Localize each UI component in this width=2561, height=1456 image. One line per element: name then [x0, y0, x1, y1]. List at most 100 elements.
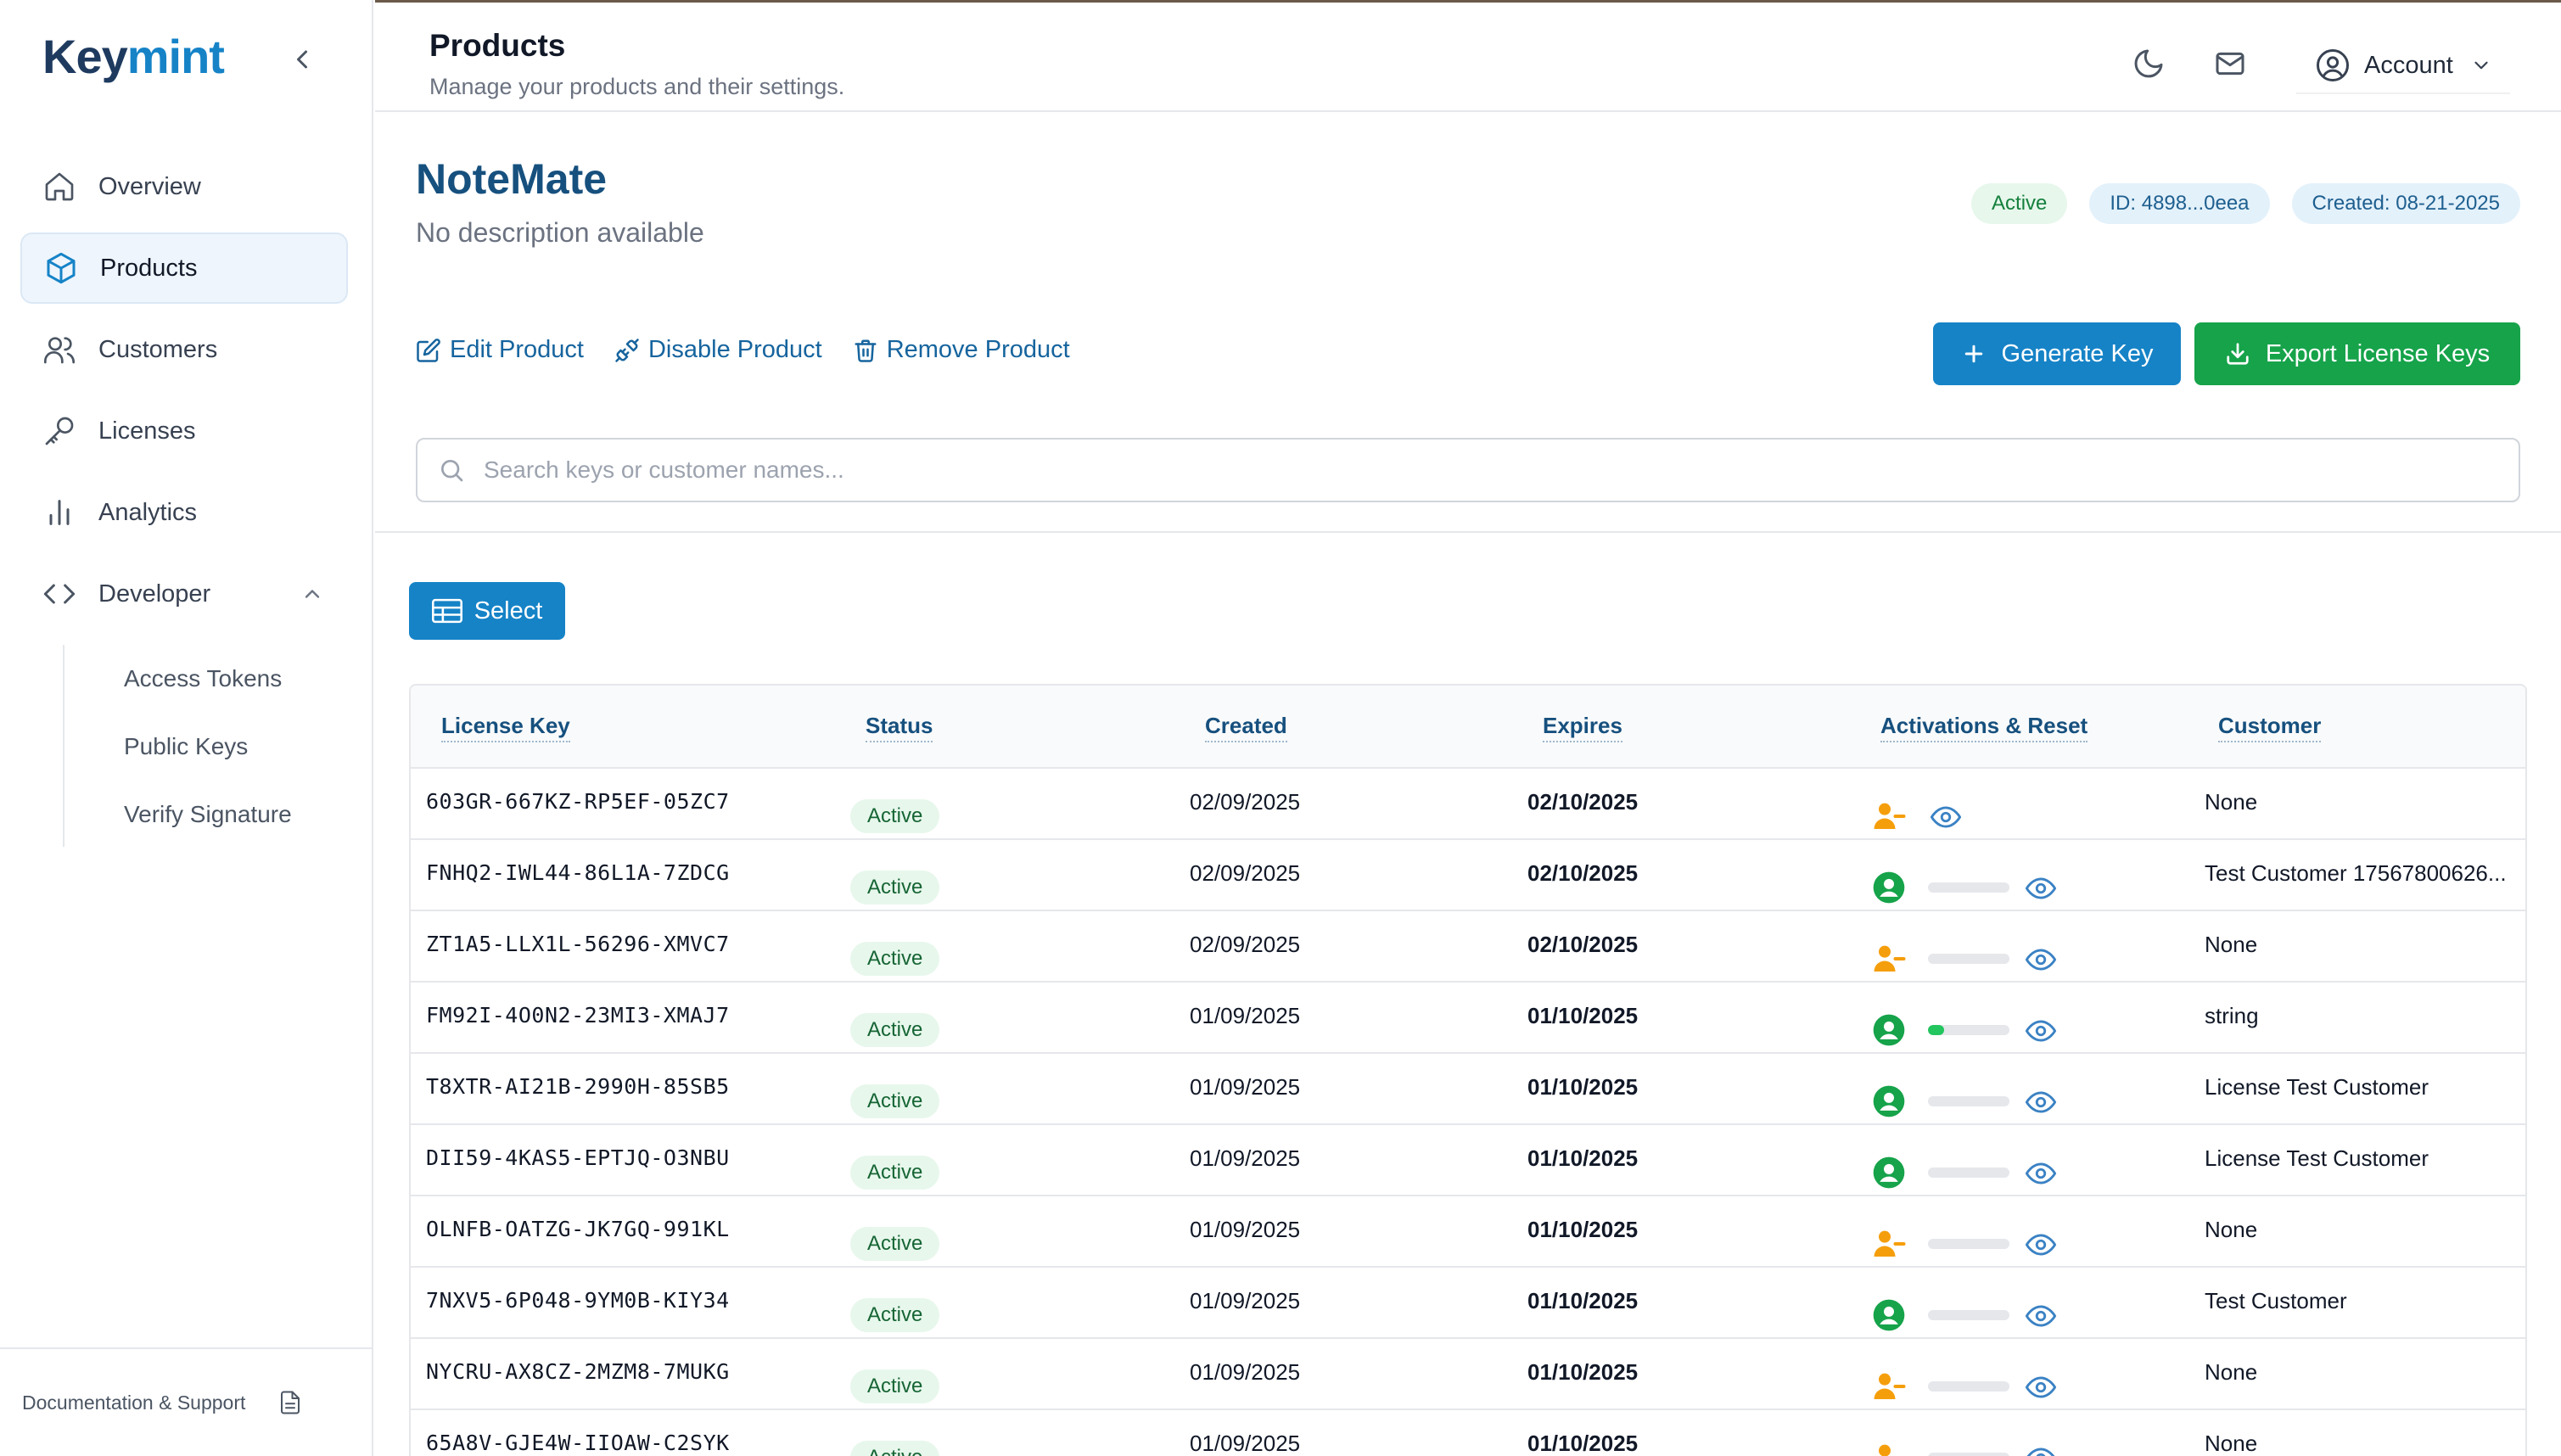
eye-icon[interactable] — [2025, 1442, 2057, 1456]
edit-product-button[interactable]: Edit Product — [416, 336, 584, 364]
eye-icon[interactable] — [2025, 1371, 2057, 1403]
table-row[interactable]: 603GR-667KZ-RP5EF-05ZC7 Active 02/09/2025 0… — [411, 769, 2525, 840]
eye-icon[interactable] — [2025, 1300, 2057, 1332]
edit-product-label: Edit Product — [450, 336, 584, 363]
user-assigned-icon[interactable] — [1872, 1156, 1906, 1190]
sidebar-item-label: Products — [100, 254, 198, 282]
user-assigned-icon[interactable] — [1872, 1084, 1906, 1118]
expires-cell: 01/10/2025 — [1527, 1359, 1639, 1385]
eye-icon[interactable] — [2025, 1157, 2057, 1190]
eye-icon[interactable] — [1930, 801, 1962, 833]
documentation-support-link[interactable]: Documentation & Support — [0, 1347, 373, 1456]
table-row[interactable]: ZT1A5-LLX1L-56296-XMVC7 Active 02/09/2025 0… — [411, 911, 2525, 983]
user-assigned-icon[interactable] — [1872, 1298, 1906, 1332]
created-cell: 01/09/2025 — [1190, 1145, 1301, 1171]
table-row[interactable]: T8XTR-AI21B-2990H-85SB5 Active 01/09/2025 0… — [411, 1054, 2525, 1125]
customer-cell: License Test Customer — [2205, 1074, 2429, 1100]
license-key-cell[interactable]: ZT1A5-LLX1L-56296-XMVC7 — [426, 932, 730, 956]
license-key-cell[interactable]: 7NXV5-6P048-9YM0B-KIY34 — [426, 1288, 730, 1313]
license-key-cell[interactable]: OLNFB-OATZG-JK7GQ-991KL — [426, 1217, 730, 1241]
column-header-status[interactable]: Status — [866, 713, 933, 742]
sidebar-subitem-access-tokens[interactable]: Access Tokens — [124, 665, 283, 692]
moon-icon[interactable] — [2132, 47, 2166, 81]
product-name: NoteMate — [416, 155, 608, 203]
top-header: Products Manage your products and their … — [375, 0, 2561, 112]
column-header-customer[interactable]: Customer — [2218, 713, 2322, 742]
license-key-cell[interactable]: DII59-4KAS5-EPTJQ-O3NBU — [426, 1145, 730, 1170]
activation-progress-fill — [1928, 1025, 1945, 1035]
created-cell: 02/09/2025 — [1190, 932, 1301, 957]
status-badge: Active — [850, 799, 940, 833]
sidebar-item-label: Overview — [98, 172, 201, 200]
column-header-created[interactable]: Created — [1205, 713, 1287, 742]
sidebar-item-overview[interactable]: Overview — [20, 151, 348, 222]
page-title: Products — [429, 28, 566, 63]
created-cell: 02/09/2025 — [1190, 860, 1301, 886]
mail-icon[interactable] — [2213, 47, 2247, 81]
user-unassigned-icon[interactable] — [1872, 942, 1906, 976]
search-input[interactable]: Search keys or customer names... — [416, 438, 2520, 502]
user-unassigned-icon[interactable] — [1872, 1227, 1906, 1261]
table-row[interactable]: FM92I-4O0N2-23MI3-XMAJ7 Active 01/09/2025 0… — [411, 983, 2525, 1054]
remove-product-button[interactable]: Remove Product — [853, 336, 1070, 364]
activation-progress-bar — [1928, 1096, 2009, 1106]
activation-progress-bar — [1928, 954, 2009, 964]
remove-product-label: Remove Product — [886, 336, 1070, 363]
account-menu[interactable]: Account — [2296, 38, 2510, 94]
collapse-sidebar-icon[interactable] — [287, 41, 317, 78]
section-divider — [375, 531, 2561, 533]
sidebar-item-products[interactable]: Products — [20, 232, 348, 304]
sidebar-item-customers[interactable]: Customers — [20, 314, 348, 385]
expires-cell: 01/10/2025 — [1527, 1074, 1639, 1100]
created-date-badge: Created: 08-21-2025 — [2291, 183, 2520, 224]
eye-icon[interactable] — [2025, 944, 2057, 976]
license-key-cell[interactable]: 65A8V-GJE4W-IIOAW-C2SYK — [426, 1431, 730, 1455]
sidebar-subitem-verify-signature[interactable]: Verify Signature — [124, 801, 292, 827]
user-assigned-icon[interactable] — [1872, 871, 1906, 904]
table-row[interactable]: 7NXV5-6P048-9YM0B-KIY34 Active 01/09/2025 0… — [411, 1268, 2525, 1339]
sidebar-subitem-public-keys[interactable]: Public Keys — [124, 733, 249, 759]
user-assigned-icon[interactable] — [1872, 1013, 1906, 1047]
customer-cell: Test Customer 17567800626... — [2205, 860, 2507, 886]
export-license-keys-button[interactable]: Export License Keys — [2194, 322, 2520, 385]
table-body: 603GR-667KZ-RP5EF-05ZC7 Active 02/09/2025 0… — [411, 769, 2525, 1456]
eye-icon[interactable] — [2025, 1086, 2057, 1118]
table-row[interactable]: NYCRU-AX8CZ-2MZM8-7MUKG Active 01/09/2025 0… — [411, 1339, 2525, 1410]
license-key-cell[interactable]: FM92I-4O0N2-23MI3-XMAJ7 — [426, 1003, 730, 1028]
expires-cell: 01/10/2025 — [1527, 1217, 1639, 1242]
sidebar-item-licenses[interactable]: Licenses — [20, 395, 348, 467]
generate-key-button[interactable]: Generate Key — [1933, 322, 2181, 385]
table-row[interactable]: DII59-4KAS5-EPTJQ-O3NBU Active 01/09/2025 0… — [411, 1125, 2525, 1196]
edit-icon — [417, 338, 440, 362]
generate-key-label: Generate Key — [2001, 339, 2154, 367]
license-key-cell[interactable]: FNHQ2-IWL44-86L1A-7ZDCG — [426, 860, 730, 885]
sidebar-item-analytics[interactable]: Analytics — [20, 477, 348, 548]
sidebar-item-developer[interactable]: Developer — [20, 558, 348, 630]
user-unassigned-icon[interactable] — [1872, 1441, 1906, 1456]
disable-product-label: Disable Product — [647, 336, 822, 363]
table-row[interactable]: FNHQ2-IWL44-86L1A-7ZDCG Active 02/09/2025 0… — [411, 840, 2525, 911]
column-header-license-key[interactable]: License Key — [441, 713, 570, 742]
column-header-expires[interactable]: Expires — [1543, 713, 1622, 742]
table-header: License Key Status Created Expires Activ… — [411, 686, 2525, 769]
activation-progress-bar — [1928, 1239, 2009, 1249]
license-key-cell[interactable]: NYCRU-AX8CZ-2MZM8-7MUKG — [426, 1359, 730, 1384]
table-row[interactable]: OLNFB-OATZG-JK7GQ-991KL Active 01/09/2025 0… — [411, 1196, 2525, 1268]
table-row[interactable]: 65A8V-GJE4W-IIOAW-C2SYK Active 01/09/2025 0… — [411, 1410, 2525, 1456]
user-unassigned-icon[interactable] — [1872, 1369, 1906, 1403]
disable-product-button[interactable]: Disable Product — [614, 336, 822, 364]
chevron-up-icon[interactable] — [300, 582, 324, 606]
box-icon — [47, 252, 76, 284]
column-header-activations[interactable]: Activations & Reset — [1880, 713, 2088, 742]
license-key-cell[interactable]: 603GR-667KZ-RP5EF-05ZC7 — [426, 789, 730, 814]
status-badge: Active — [850, 871, 940, 904]
sidebar-item-label: Licenses — [98, 417, 196, 445]
eye-icon[interactable] — [2025, 1015, 2057, 1047]
select-button[interactable]: Select — [409, 582, 565, 640]
customer-cell: None — [2205, 1431, 2258, 1456]
license-key-cell[interactable]: T8XTR-AI21B-2990H-85SB5 — [426, 1074, 730, 1099]
eye-icon[interactable] — [2025, 872, 2057, 904]
eye-icon[interactable] — [2025, 1229, 2057, 1261]
user-unassigned-icon[interactable] — [1872, 799, 1906, 833]
logo[interactable]: Keymint — [42, 30, 225, 83]
